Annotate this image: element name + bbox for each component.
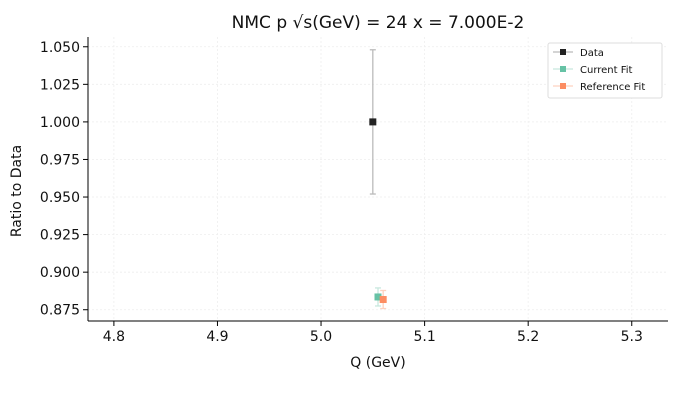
y-tick-label: 0.925	[40, 228, 80, 244]
data-point	[374, 293, 382, 301]
data-point	[379, 296, 387, 304]
legend-label: Current Fit	[580, 65, 633, 76]
y-tick-label: 0.900	[40, 265, 80, 281]
x-axis-label: Q (GeV)	[350, 355, 405, 371]
legend-label: Data	[580, 48, 604, 59]
x-tick-label: 4.9	[206, 329, 228, 345]
legend-marker	[560, 49, 566, 55]
legend-marker	[560, 83, 566, 89]
x-tick-label: 5.2	[517, 329, 539, 345]
x-axis-ticks: 4.8 4.9 5.0 5.1 5.2 5.3	[103, 321, 643, 345]
legend: Data Current Fit Reference Fit	[547, 42, 663, 99]
x-tick-label: 4.8	[103, 329, 125, 345]
y-tick-label: 0.975	[40, 152, 80, 168]
legend-marker	[560, 66, 566, 72]
y-tick-label: 1.025	[40, 77, 80, 93]
y-axis-label: Ratio to Data	[9, 145, 25, 237]
y-axis-ticks: 0.875 0.900 0.925 0.950 0.975 1.000 1.025 1.050	[40, 40, 88, 319]
x-tick-label: 5.1	[413, 329, 435, 345]
legend-label: Reference Fit	[580, 82, 645, 93]
grid	[88, 37, 668, 321]
y-tick-label: 1.000	[40, 115, 80, 131]
y-tick-label: 0.875	[40, 303, 80, 319]
chart-title: NMC p √s(GeV) = 24 x = 7.000E-2	[232, 13, 525, 33]
data-point	[369, 118, 377, 126]
x-tick-label: 5.0	[310, 329, 332, 345]
data-marks	[369, 49, 387, 310]
legend-box	[547, 42, 663, 99]
y-tick-label: 1.050	[40, 40, 80, 56]
y-tick-label: 0.950	[40, 190, 80, 206]
x-tick-label: 5.3	[621, 329, 643, 345]
